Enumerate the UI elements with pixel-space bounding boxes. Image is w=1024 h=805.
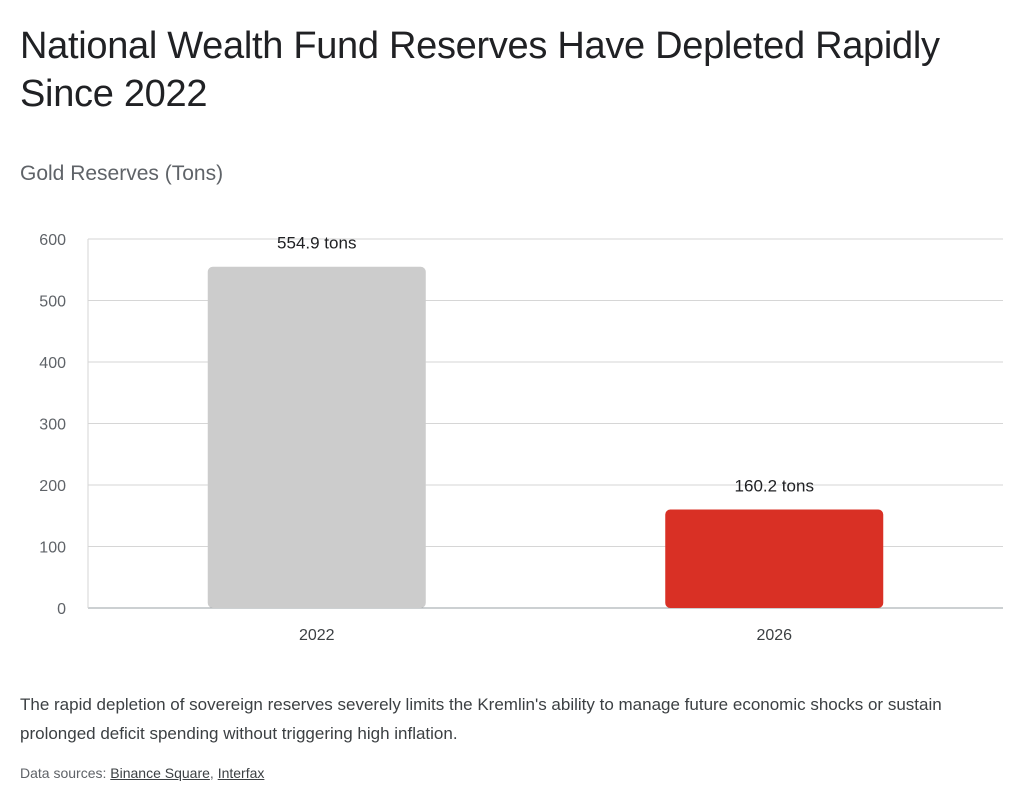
chart-subtitle: Gold Reserves (Tons) bbox=[20, 162, 224, 185]
y-tick-label: 0 bbox=[57, 601, 66, 618]
y-tick-label: 300 bbox=[39, 417, 66, 434]
y-tick-label: 400 bbox=[39, 355, 66, 372]
bar-2026 bbox=[665, 509, 884, 608]
sources-label: Data sources: bbox=[20, 765, 107, 781]
data-sources: Data sources: Binance Square, Interfax bbox=[20, 765, 264, 781]
bar-chart: 0 100 200 300 400 500 600 554.9 tons 2022 160.2 t… bbox=[39, 232, 1003, 644]
x-tick-label-2026: 2026 bbox=[756, 627, 792, 644]
y-tick-label: 200 bbox=[39, 478, 66, 495]
x-tick-label-2022: 2022 bbox=[299, 627, 335, 644]
source-link-interfax[interactable]: Interfax bbox=[217, 765, 265, 781]
data-label-2026: 160.2 tons bbox=[735, 476, 814, 495]
chart-title: National Wealth Fund Reserves Have Deple… bbox=[20, 25, 940, 115]
y-tick-label: 600 bbox=[39, 232, 66, 249]
y-tick-label: 500 bbox=[39, 294, 66, 311]
sources-separator: , bbox=[209, 765, 214, 781]
source-link-binance-square[interactable]: Binance Square bbox=[110, 765, 210, 781]
chart-caption: The rapid depletion of sovereign reserve… bbox=[20, 695, 942, 743]
y-tick-label: 100 bbox=[39, 540, 66, 557]
data-label-2022: 554.9 tons bbox=[277, 234, 356, 253]
bar-2022 bbox=[207, 266, 426, 608]
